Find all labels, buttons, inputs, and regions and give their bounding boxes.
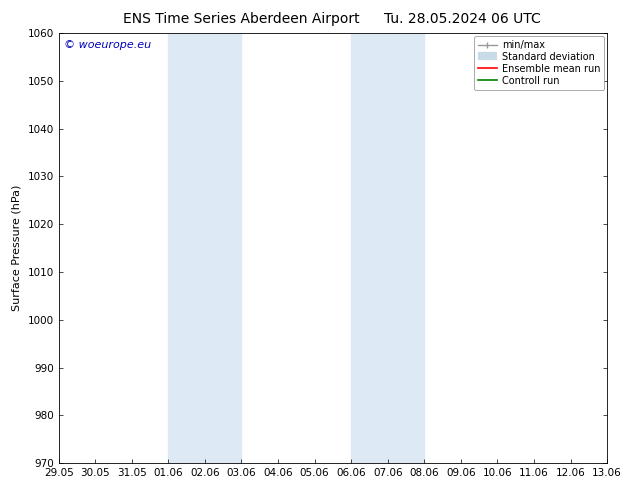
Text: ENS Time Series Aberdeen Airport: ENS Time Series Aberdeen Airport xyxy=(122,12,359,26)
Text: Tu. 28.05.2024 06 UTC: Tu. 28.05.2024 06 UTC xyxy=(384,12,541,26)
Legend: min/max, Standard deviation, Ensemble mean run, Controll run: min/max, Standard deviation, Ensemble me… xyxy=(474,36,604,90)
Bar xyxy=(351,33,424,463)
Y-axis label: Surface Pressure (hPa): Surface Pressure (hPa) xyxy=(12,185,22,311)
Bar xyxy=(169,33,242,463)
Text: © woeurope.eu: © woeurope.eu xyxy=(64,40,152,49)
